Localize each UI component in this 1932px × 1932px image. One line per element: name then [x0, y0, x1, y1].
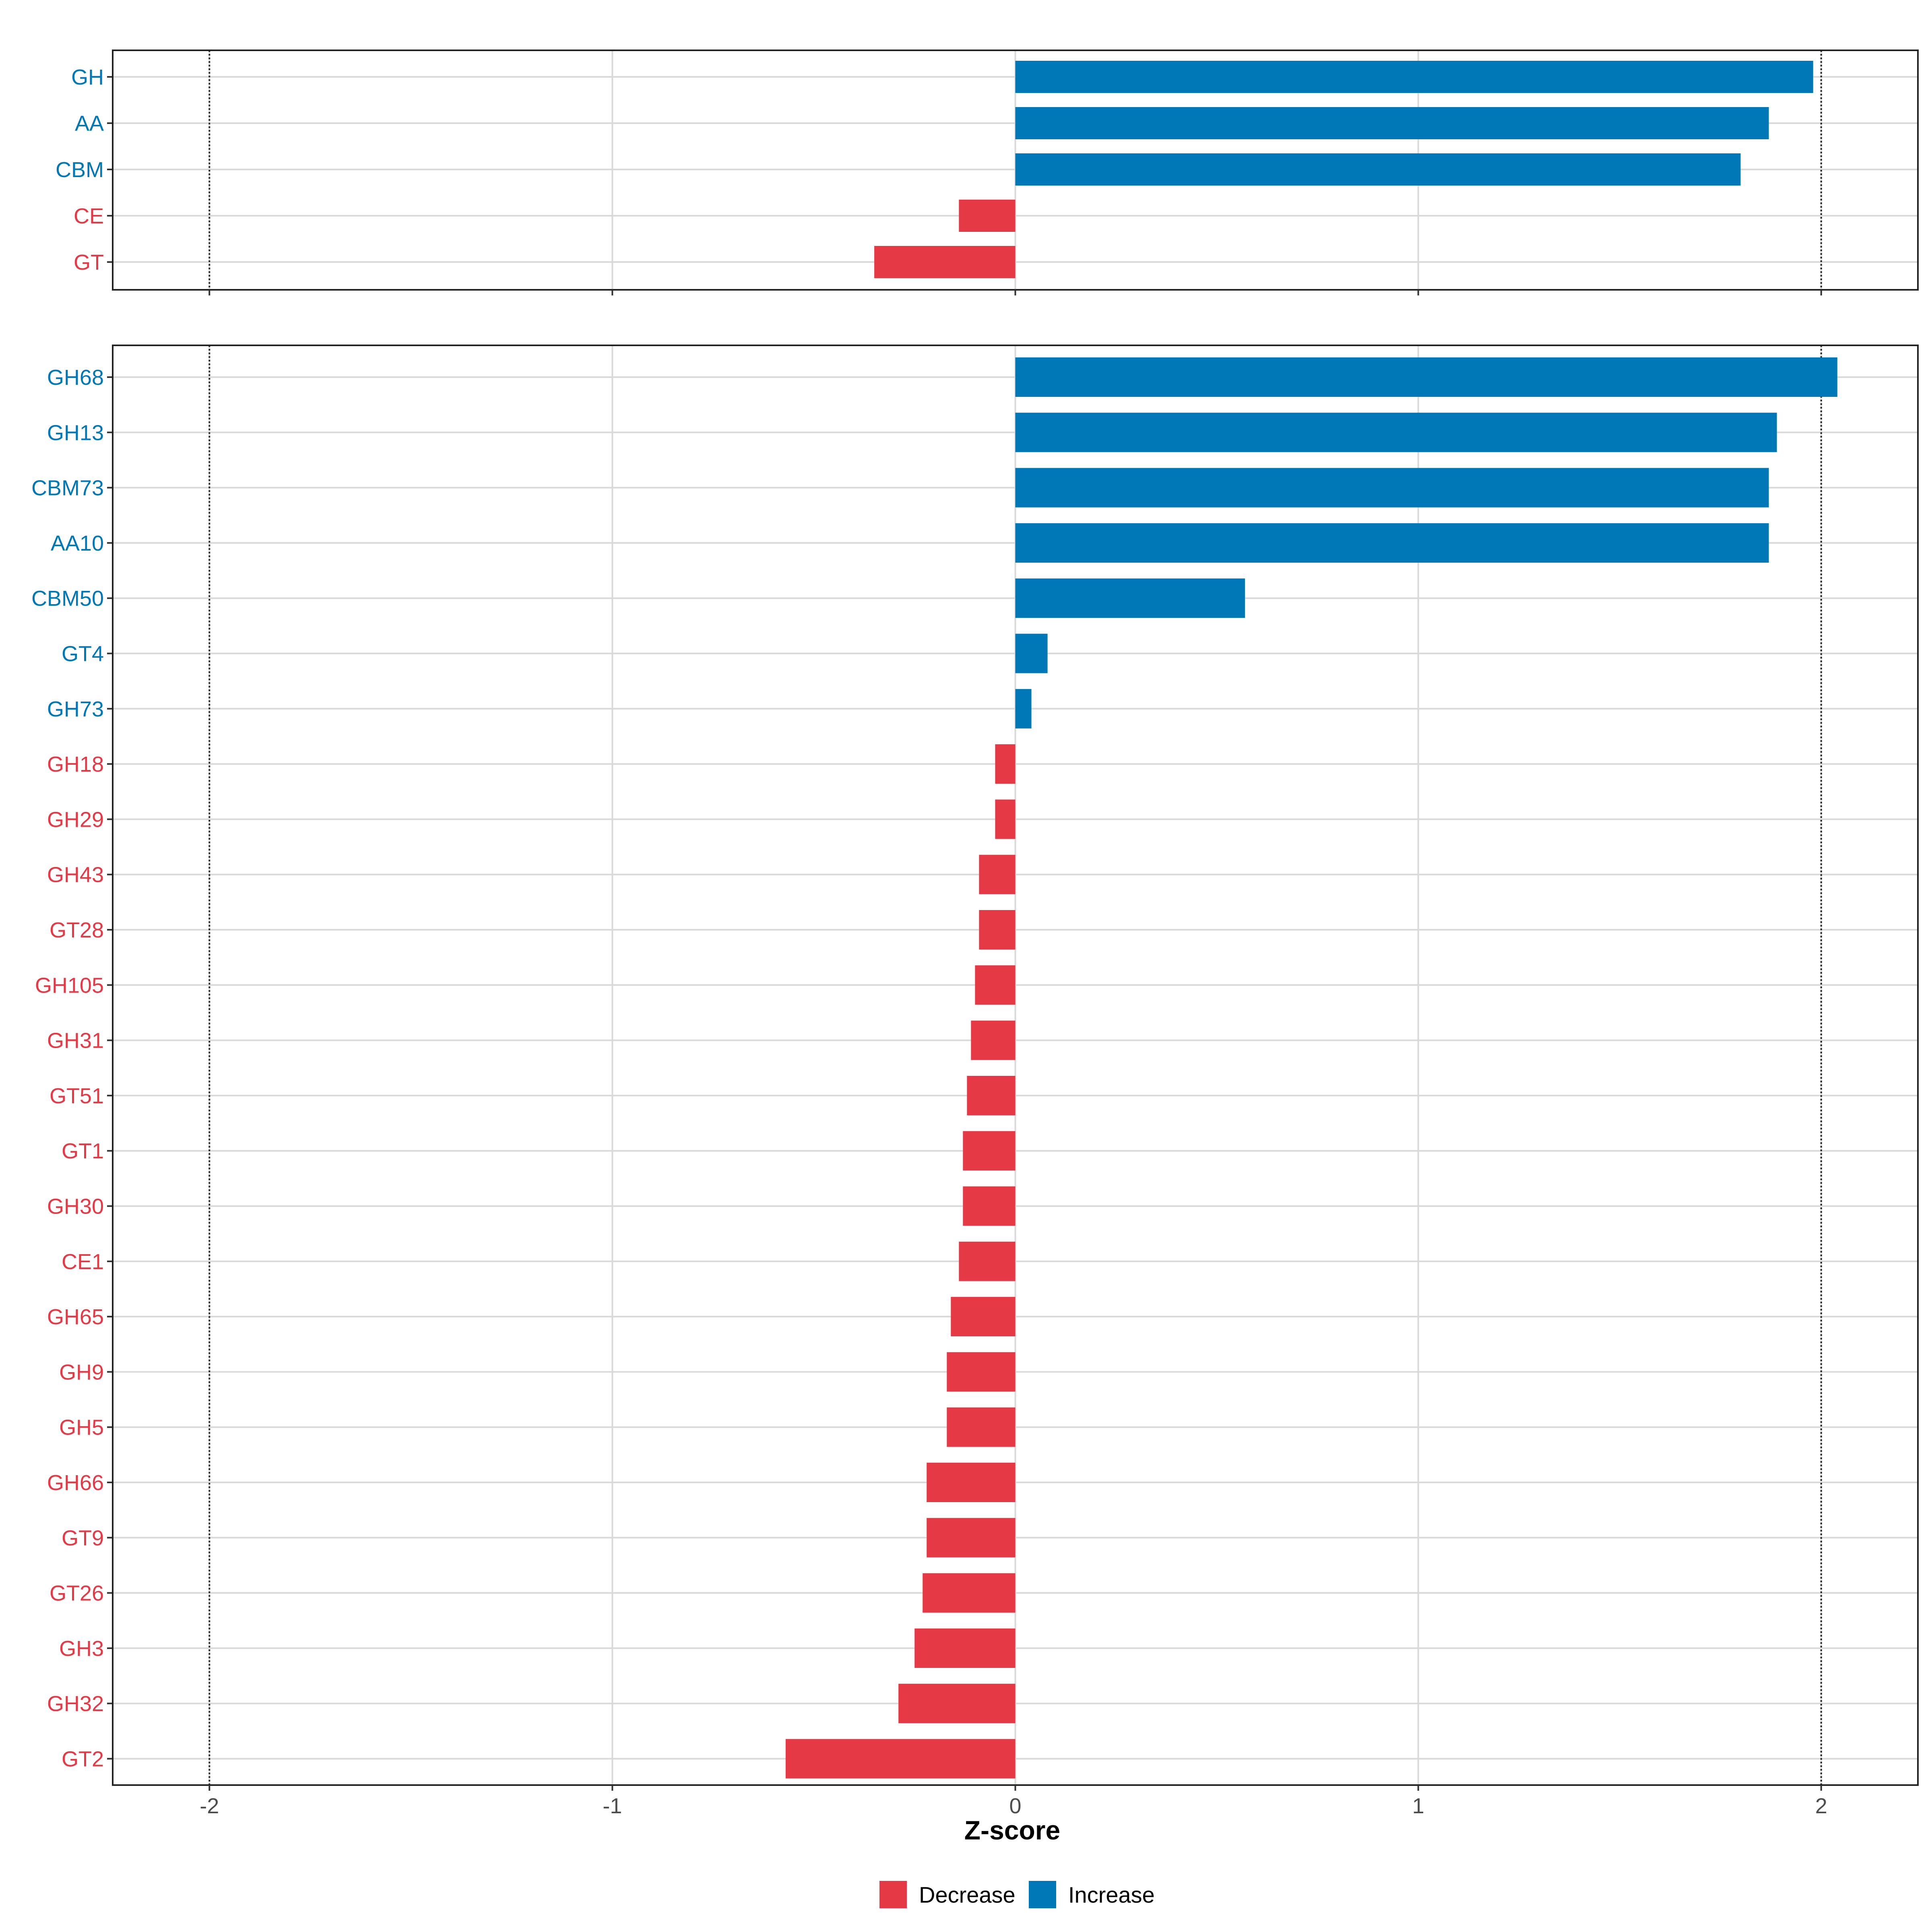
bar-GH3: [914, 1628, 1016, 1668]
x-tick-label: -1: [603, 1794, 622, 1818]
bar-GH13: [1015, 413, 1777, 452]
bar-GT9: [927, 1518, 1016, 1558]
y-tick-label: GH105: [35, 973, 104, 997]
y-tick-label: GH66: [47, 1471, 104, 1495]
y-tick-label: CBM50: [31, 586, 104, 611]
bar-GH: [1015, 61, 1813, 93]
bar-CBM73: [1015, 468, 1769, 508]
legend-label-increase: Increase: [1068, 1882, 1155, 1907]
y-tick-label: GH18: [47, 752, 104, 776]
bar-CE1: [959, 1241, 1016, 1281]
bar-GH18: [995, 744, 1016, 784]
bar-CBM50: [1015, 578, 1245, 618]
y-tick-label: GH30: [47, 1195, 104, 1219]
x-axis-title: Z-score: [964, 1815, 1060, 1845]
y-tick-label: CE1: [62, 1250, 104, 1274]
y-tick-label: GH3: [59, 1637, 104, 1661]
y-tick-label: CBM: [56, 158, 104, 182]
x-tick-label: 1: [1412, 1794, 1424, 1818]
x-tick-label: -2: [200, 1794, 219, 1818]
y-tick-label: GH: [71, 65, 104, 89]
bar-GH73: [1015, 689, 1032, 729]
y-tick-label: AA: [75, 111, 104, 136]
bar-GH65: [951, 1297, 1016, 1337]
y-tick-label: GT9: [62, 1526, 104, 1550]
bar-GT: [874, 246, 1016, 278]
bar-GH68: [1015, 357, 1837, 397]
bar-CE: [959, 200, 1016, 232]
bar-GT1: [963, 1131, 1016, 1171]
legend-swatch-increase: [1029, 1881, 1056, 1908]
bar-GH9: [947, 1352, 1016, 1392]
y-tick-label: GT2: [62, 1747, 104, 1771]
panel-families: GH68 GH13 CBM73 AA10 CBM50 GT4 GH73 GH18 GH29 GH4…: [31, 345, 1919, 1791]
y-tick-label: GT26: [50, 1581, 104, 1606]
bar-GT51: [967, 1075, 1016, 1115]
y-tick-label: GH29: [47, 807, 104, 832]
bar-GT28: [979, 910, 1016, 949]
y-tick-label: CE: [74, 204, 104, 228]
y-tick-label: GH5: [59, 1416, 104, 1440]
bar-GH66: [927, 1463, 1016, 1502]
y-tick-label: GH73: [47, 697, 104, 721]
y-tick-label: GH31: [47, 1029, 104, 1053]
y-tick-label: GT28: [50, 918, 104, 942]
bar-GH31: [971, 1020, 1016, 1060]
bar-GH105: [975, 965, 1016, 1005]
bar-CBM: [1015, 153, 1741, 186]
panels: GH AA CBM CE GT GH68 GH13 CBM73 AA10 CBM50 GT4 GH73…: [31, 50, 1919, 1791]
bar-GH5: [947, 1407, 1016, 1447]
legend: Decrease Increase: [879, 1881, 1155, 1908]
y-tick-label: GH13: [47, 421, 104, 445]
y-tick-label: GT51: [50, 1084, 104, 1108]
bar-AA10: [1015, 523, 1769, 563]
x-tick-label: 0: [1009, 1794, 1021, 1818]
y-tick-label: AA10: [51, 531, 104, 555]
y-tick-label: GH32: [47, 1692, 104, 1716]
y-tick-label: GT: [74, 250, 104, 275]
x-tick-label: 2: [1815, 1794, 1827, 1818]
y-tick-label: GT1: [62, 1139, 104, 1163]
bar-GT4: [1015, 634, 1048, 673]
legend-label-decrease: Decrease: [919, 1882, 1016, 1907]
bar-GH30: [963, 1186, 1016, 1226]
bar-GH43: [979, 855, 1016, 894]
bar-AA: [1015, 107, 1769, 139]
y-tick-label: GH9: [59, 1360, 104, 1384]
x-axis: -2 -1 0 1 2: [200, 1794, 1827, 1818]
panel-classes: GH AA CBM CE GT: [56, 50, 1919, 295]
y-tick-label: GH68: [47, 365, 104, 390]
y-tick-label: GH65: [47, 1305, 104, 1329]
bar-GT26: [923, 1573, 1016, 1613]
bar-GH32: [898, 1684, 1016, 1724]
bar-GT2: [785, 1739, 1016, 1779]
y-tick-label: GH43: [47, 863, 104, 887]
y-tick-label: CBM73: [31, 476, 104, 500]
y-tick-label: GT4: [62, 642, 104, 666]
bar-GH29: [995, 799, 1016, 839]
legend-swatch-decrease: [879, 1881, 907, 1908]
